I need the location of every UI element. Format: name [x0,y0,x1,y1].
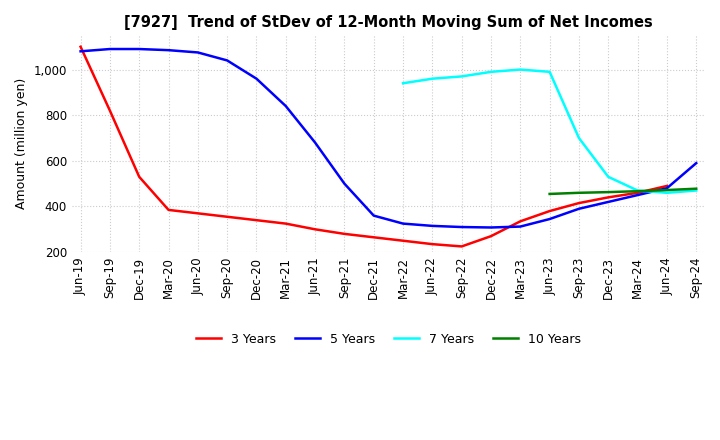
5 Years [692,161,701,166]
3 Years [369,235,378,240]
10 Years [692,186,701,191]
5 Years [575,206,583,211]
Line: 10 Years: 10 Years [549,189,696,194]
7 Years [457,74,466,79]
5 Years [282,103,290,109]
Line: 5 Years: 5 Years [81,49,696,227]
10 Years [604,190,613,195]
5 Years [545,216,554,222]
3 Years [282,221,290,226]
5 Years [340,181,348,186]
7 Years [545,69,554,74]
7 Years [662,190,671,195]
3 Years [428,242,437,247]
7 Years [399,81,408,86]
3 Years [223,214,232,220]
10 Years [545,191,554,197]
5 Years [194,50,202,55]
Line: 3 Years: 3 Years [81,47,667,246]
5 Years [164,48,173,53]
3 Years [399,238,408,243]
3 Years [634,190,642,195]
5 Years [428,223,437,228]
3 Years [311,227,320,232]
7 Years [516,67,525,72]
5 Years [76,49,85,54]
5 Years [634,192,642,198]
5 Years [457,224,466,230]
3 Years [487,234,495,239]
Line: 7 Years: 7 Years [403,70,696,193]
3 Years [106,108,114,113]
3 Years [135,174,143,180]
3 Years [516,219,525,224]
7 Years [487,69,495,74]
3 Years [604,195,613,200]
7 Years [575,136,583,141]
Title: [7927]  Trend of StDev of 12-Month Moving Sum of Net Incomes: [7927] Trend of StDev of 12-Month Moving… [124,15,653,30]
5 Years [106,46,114,51]
5 Years [662,186,671,191]
3 Years [457,244,466,249]
7 Years [634,188,642,193]
Legend: 3 Years, 5 Years, 7 Years, 10 Years: 3 Years, 5 Years, 7 Years, 10 Years [191,328,585,351]
3 Years [164,207,173,213]
Y-axis label: Amount (million yen): Amount (million yen) [15,78,28,209]
7 Years [692,188,701,193]
5 Years [311,140,320,145]
7 Years [428,76,437,81]
5 Years [487,225,495,230]
3 Years [545,209,554,214]
7 Years [604,174,613,180]
3 Years [662,183,671,189]
5 Years [252,76,261,81]
5 Years [399,221,408,226]
10 Years [634,189,642,194]
10 Years [575,190,583,195]
3 Years [76,44,85,49]
3 Years [575,201,583,206]
5 Years [604,199,613,205]
3 Years [194,211,202,216]
3 Years [252,217,261,223]
5 Years [135,46,143,51]
5 Years [369,213,378,218]
5 Years [516,224,525,229]
3 Years [340,231,348,237]
10 Years [662,187,671,193]
5 Years [223,58,232,63]
